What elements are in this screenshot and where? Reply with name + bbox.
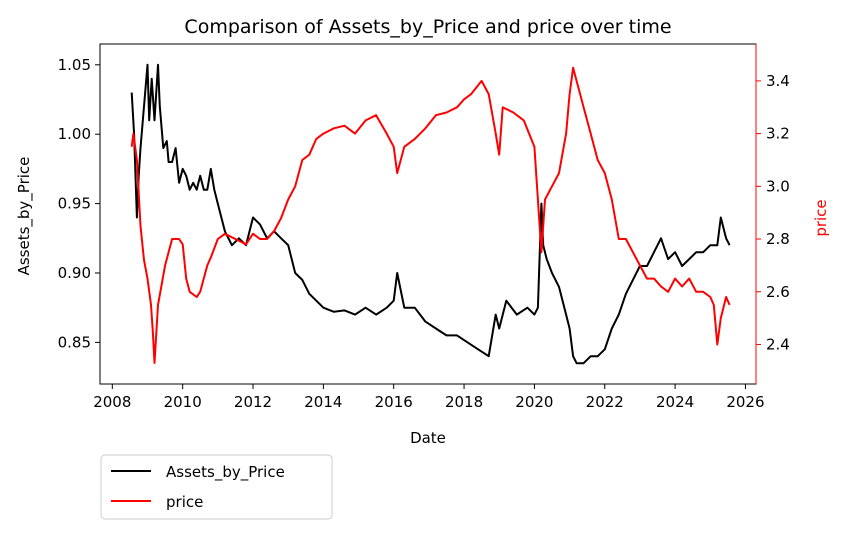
right-y-tick-label: 2.6 (766, 283, 790, 301)
plot-area (99, 43, 757, 385)
x-axis-label: Date (410, 429, 446, 447)
x-tick-label: 2018 (445, 393, 483, 411)
x-tick-label: 2010 (164, 393, 202, 411)
left-y-tick-label: 0.95 (58, 195, 91, 213)
right-y-tick-label: 3.2 (766, 125, 790, 143)
plot-frame (99, 43, 757, 385)
legend-box (100, 454, 333, 520)
x-tick-label: 2020 (515, 393, 553, 411)
price-series-line (130, 66, 731, 364)
right-y-tick-label: 2.8 (766, 230, 790, 248)
assets-by-price-series-line (130, 63, 731, 365)
x-tick-label: 2008 (93, 393, 131, 411)
chart-title: Comparison of Assets_by_Price and price … (184, 16, 671, 38)
legend-label-assets: Assets_by_Price (166, 463, 285, 482)
left-y-tick-label: 0.90 (58, 264, 91, 282)
left-y-tick-label: 1.00 (58, 125, 91, 143)
left-y-tick-label: 1.05 (58, 56, 91, 74)
x-tick-label: 2022 (586, 393, 624, 411)
left-y-axis: 0.85 0.90 0.95 1.00 1.05 (58, 56, 100, 351)
x-tick-label: 2016 (375, 393, 413, 411)
right-y-tick-label: 3.0 (766, 177, 790, 195)
x-tick-label: 2024 (656, 393, 694, 411)
legend-label-price: price (166, 493, 203, 511)
right-y-tick-label: 2.4 (766, 335, 790, 353)
x-axis: 2008 2010 2012 2014 2016 2018 2020 2022 2024 2026 (93, 384, 765, 411)
right-y-tick-label: 3.4 (766, 72, 790, 90)
legend: Assets_by_Price price (100, 454, 333, 520)
x-tick-label: 2012 (234, 393, 272, 411)
left-y-axis-label: Assets_by_Price (15, 157, 34, 276)
x-tick-label: 2026 (726, 393, 764, 411)
x-tick-label: 2014 (304, 393, 342, 411)
right-y-axis: 2.4 2.6 2.8 3.0 3.2 3.4 (755, 44, 790, 384)
series-lines (130, 63, 731, 365)
right-y-axis-label: price (812, 199, 830, 236)
left-y-tick-label: 0.85 (58, 333, 91, 351)
